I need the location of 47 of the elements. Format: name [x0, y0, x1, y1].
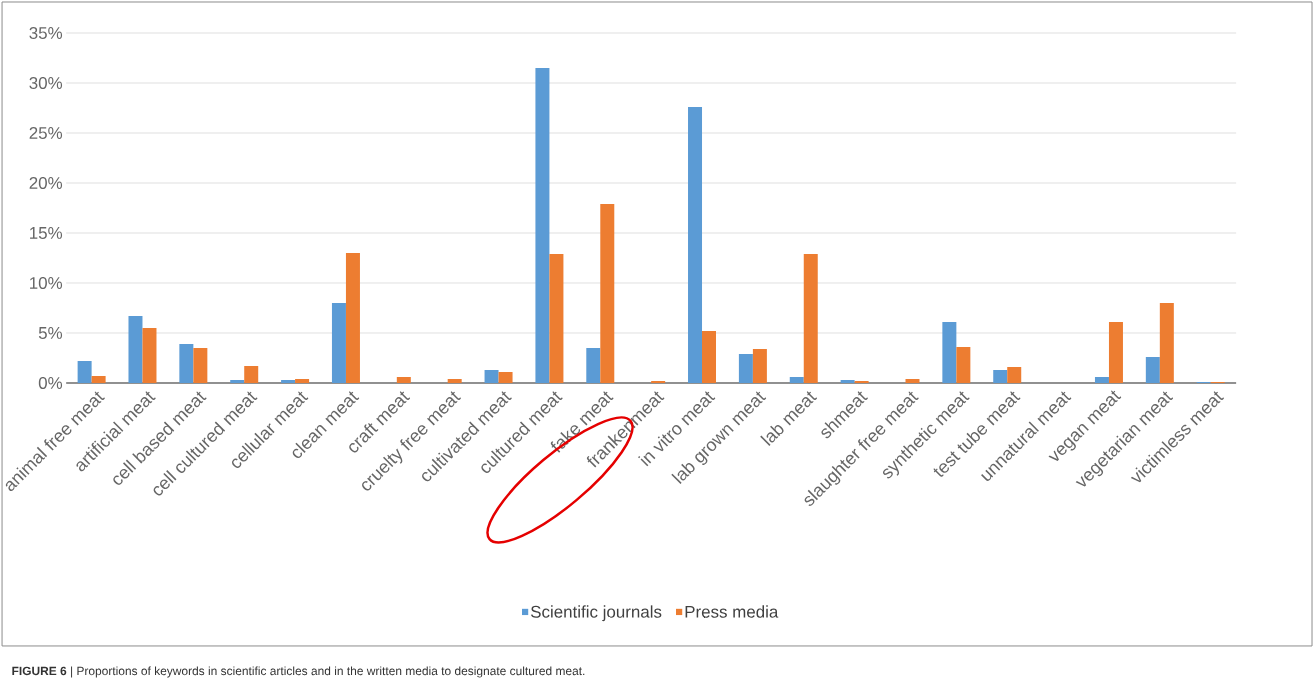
bar — [840, 380, 855, 383]
y-tick-label: 15% — [30, 227, 63, 239]
bar — [535, 68, 550, 383]
bar — [142, 328, 157, 383]
bar — [1007, 367, 1022, 383]
legend-label: Scientific journals — [530, 605, 662, 622]
bar — [789, 377, 804, 383]
bar — [905, 379, 920, 383]
bar — [586, 348, 601, 383]
bar — [1159, 303, 1174, 383]
bar — [447, 379, 462, 383]
text: FIGURE 6 | Proportions of keywords in scientific articles and in the written media to designate cultured meat. — [12, 666, 585, 678]
y-tick-label: 30% — [29, 77, 63, 90]
y-tick-label: 10% — [30, 277, 63, 289]
bar — [549, 254, 564, 383]
bar — [295, 379, 310, 383]
bar — [281, 380, 296, 383]
bar — [91, 376, 106, 383]
bar — [498, 372, 513, 383]
bar — [230, 380, 245, 383]
bar — [1108, 322, 1123, 383]
bar — [738, 354, 753, 383]
y-tick-label: 20% — [29, 177, 63, 189]
bar — [179, 344, 194, 383]
bar — [244, 366, 259, 383]
y-tick-label: 25% — [29, 127, 63, 140]
bar — [752, 349, 767, 383]
bar — [702, 331, 717, 383]
bar — [688, 107, 703, 383]
bar — [942, 322, 957, 383]
bar — [396, 377, 411, 383]
bar — [1145, 357, 1160, 383]
bar — [193, 348, 208, 383]
bar — [77, 361, 92, 383]
bar — [331, 303, 346, 383]
bar — [600, 204, 615, 383]
bar — [484, 370, 499, 383]
legend-label: Press media — [685, 605, 779, 618]
bar — [345, 253, 360, 383]
bar — [803, 254, 818, 383]
bar — [128, 316, 143, 383]
y-tick-label: 35% — [29, 27, 63, 40]
y-tick-label: 0% — [38, 377, 63, 389]
bar — [993, 370, 1008, 383]
bar — [956, 347, 971, 383]
y-tick-label: 5% — [38, 327, 63, 339]
bar — [1094, 377, 1109, 383]
